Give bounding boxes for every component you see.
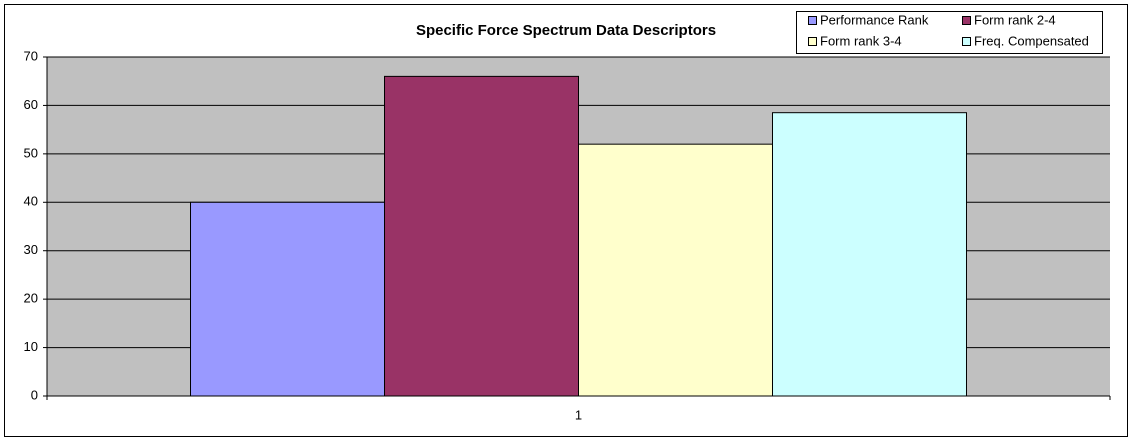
y-tick-label: 10	[24, 339, 38, 354]
bar	[190, 201, 386, 397]
y-tick-label: 30	[24, 242, 38, 257]
legend-swatch	[962, 16, 971, 25]
y-tick-label: 50	[24, 145, 38, 160]
legend-label: Performance Rank	[820, 12, 929, 27]
bar	[578, 143, 773, 397]
bar	[771, 112, 967, 397]
legend-label: Freq. Compensated	[974, 33, 1089, 48]
legend-label: Form rank 3-4	[820, 33, 902, 48]
legend-label: Form rank 2-4	[974, 12, 1056, 27]
y-tick-label: 20	[24, 291, 38, 306]
legend-box	[796, 11, 1103, 54]
legend-swatch	[962, 37, 971, 46]
y-tick-label: 70	[24, 48, 38, 63]
legend-swatch	[808, 16, 817, 25]
y-tick-label: 40	[24, 194, 38, 209]
x-tick-label: 1	[575, 407, 582, 422]
bar	[384, 75, 579, 397]
legend-swatch	[808, 37, 817, 46]
y-tick-label: 0	[31, 387, 38, 402]
chart-title: Specific Force Spectrum Data Descriptors	[416, 22, 716, 39]
y-tick-label: 60	[24, 97, 38, 112]
